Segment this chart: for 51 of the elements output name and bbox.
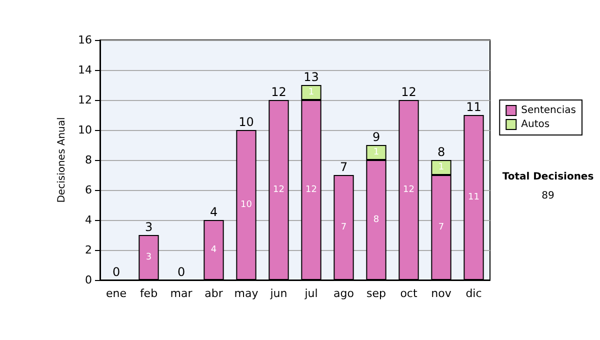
data-label: 8 xyxy=(373,215,380,225)
text: 89 xyxy=(542,190,554,202)
data-label: 7 xyxy=(340,222,347,232)
x-tick-label: ene xyxy=(106,287,127,300)
total-label: 12 xyxy=(271,85,286,99)
data-label: 11 xyxy=(468,192,480,202)
data-label: 12 xyxy=(306,185,317,195)
total-label: 13 xyxy=(304,70,319,84)
x-tick-label: jun xyxy=(269,287,288,300)
x-tick-label: mar xyxy=(170,287,193,300)
x-tick-label: nov xyxy=(431,287,452,300)
data-label: 10 xyxy=(240,200,252,210)
x-tick-label: jul xyxy=(304,287,318,300)
y-axis-title: Decisiones Anual xyxy=(56,117,68,203)
total-label: 4 xyxy=(210,205,218,219)
y-tick-label: 6 xyxy=(85,184,92,196)
data-label: 1 xyxy=(373,148,380,158)
y-tick-label: 14 xyxy=(78,64,92,76)
x-tick-label: dic xyxy=(466,287,482,300)
total-label: 9 xyxy=(372,130,380,144)
x-tick-label: may xyxy=(234,287,259,300)
x-tick-label: abr xyxy=(204,287,224,300)
x-tick-label: feb xyxy=(140,287,158,300)
data-label: 1 xyxy=(308,88,314,98)
x-tick-label: sep xyxy=(366,287,386,300)
y-tick-label: 12 xyxy=(78,94,92,106)
legend-label: Autos xyxy=(521,119,550,130)
data-label: 1 xyxy=(438,162,444,172)
total-label: 3 xyxy=(144,220,153,234)
text: Total Decisiones xyxy=(502,172,594,182)
total-label: 0 xyxy=(112,265,120,279)
x-tick-label: ago xyxy=(334,287,354,300)
legend-label: Sentencias xyxy=(521,105,576,116)
y-tick-label: 16 xyxy=(78,34,92,46)
total-label: 7 xyxy=(340,160,348,174)
data-label: 7 xyxy=(438,222,444,232)
total-label: 10 xyxy=(238,115,254,129)
total-label: 0 xyxy=(177,265,186,279)
total-label: 11 xyxy=(466,100,482,114)
y-tick-label: 10 xyxy=(78,124,92,136)
total-label: 12 xyxy=(401,85,416,99)
y-tick-label: 8 xyxy=(85,154,92,166)
y-tick-label: 4 xyxy=(85,214,92,226)
data-label: 12 xyxy=(403,185,414,195)
data-label: 4 xyxy=(210,245,217,255)
data-label: 3 xyxy=(146,252,152,262)
total-label: 8 xyxy=(437,145,446,159)
y-tick-label: 0 xyxy=(85,274,92,286)
x-tick-label: oct xyxy=(400,287,418,300)
data-label: 12 xyxy=(273,185,284,195)
y-tick-label: 2 xyxy=(85,244,92,256)
